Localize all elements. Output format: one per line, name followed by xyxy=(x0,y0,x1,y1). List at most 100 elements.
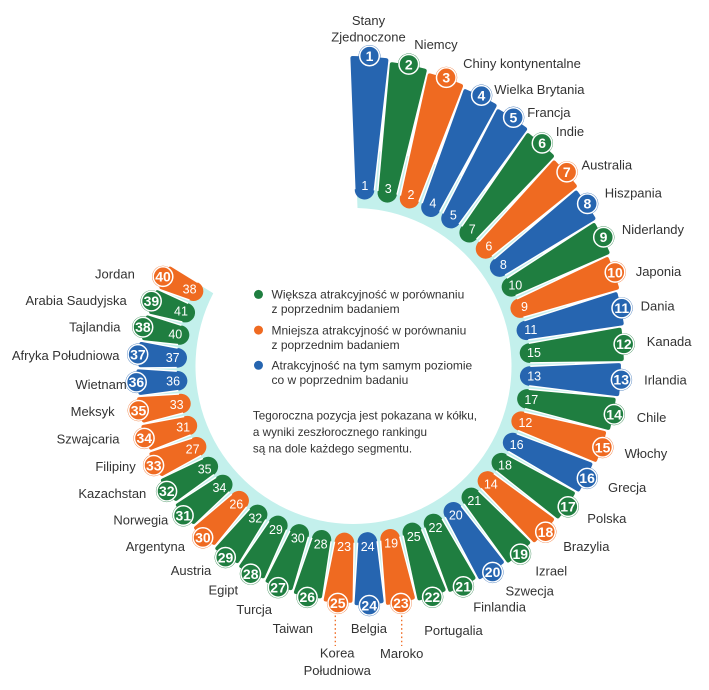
svg-text:Brazylia: Brazylia xyxy=(563,539,610,554)
svg-text:Niderlandy: Niderlandy xyxy=(622,222,685,237)
svg-text:36: 36 xyxy=(166,375,180,389)
svg-text:25: 25 xyxy=(407,530,421,544)
svg-text:z poprzednim badaniem: z poprzednim badaniem xyxy=(272,302,400,316)
svg-text:18: 18 xyxy=(498,458,512,472)
svg-text:Norwegia: Norwegia xyxy=(113,513,169,528)
svg-text:Południowa: Południowa xyxy=(304,663,372,678)
svg-text:8: 8 xyxy=(584,196,592,212)
svg-text:31: 31 xyxy=(176,508,192,524)
svg-text:Niemcy: Niemcy xyxy=(414,37,458,52)
svg-text:Argentyna: Argentyna xyxy=(126,539,186,554)
svg-text:Polska: Polska xyxy=(587,511,627,526)
svg-text:38: 38 xyxy=(135,319,151,335)
svg-text:26: 26 xyxy=(229,497,243,511)
svg-text:Dania: Dania xyxy=(641,299,676,314)
svg-text:Australia: Australia xyxy=(582,158,633,173)
svg-text:9: 9 xyxy=(600,229,608,245)
svg-text:Tajlandia: Tajlandia xyxy=(69,320,121,335)
svg-text:38: 38 xyxy=(183,283,197,297)
svg-text:Meksyk: Meksyk xyxy=(71,404,116,419)
svg-text:Maroko: Maroko xyxy=(380,646,423,661)
svg-text:10: 10 xyxy=(508,278,522,292)
svg-text:25: 25 xyxy=(330,595,346,611)
svg-text:16: 16 xyxy=(579,470,595,486)
svg-text:Filipiny: Filipiny xyxy=(95,459,136,474)
svg-text:37: 37 xyxy=(166,351,180,365)
svg-text:39: 39 xyxy=(144,293,160,309)
svg-text:Tegoroczna pozycja jest pokaza: Tegoroczna pozycja jest pokazana w kółku… xyxy=(253,409,477,422)
svg-text:5: 5 xyxy=(450,208,457,222)
svg-text:Hiszpania: Hiszpania xyxy=(605,186,663,201)
svg-text:27: 27 xyxy=(270,579,286,595)
svg-text:30: 30 xyxy=(291,532,305,546)
svg-text:16: 16 xyxy=(510,438,524,452)
svg-text:26: 26 xyxy=(300,589,316,605)
svg-text:28: 28 xyxy=(314,537,328,551)
svg-text:Francja: Francja xyxy=(527,105,571,120)
svg-text:21: 21 xyxy=(455,579,471,595)
svg-text:27: 27 xyxy=(186,442,200,456)
svg-text:35: 35 xyxy=(198,463,212,477)
svg-text:30: 30 xyxy=(195,530,211,546)
svg-text:2: 2 xyxy=(405,56,413,72)
svg-text:3: 3 xyxy=(385,182,392,196)
svg-text:Grecja: Grecja xyxy=(608,480,647,495)
svg-text:Stany: Stany xyxy=(352,13,386,28)
svg-text:4: 4 xyxy=(429,197,436,211)
svg-text:23: 23 xyxy=(337,540,351,554)
svg-text:20: 20 xyxy=(449,509,463,523)
svg-text:33: 33 xyxy=(146,457,162,473)
svg-text:34: 34 xyxy=(137,430,153,446)
svg-text:Izrael: Izrael xyxy=(535,563,567,578)
svg-text:13: 13 xyxy=(527,370,541,384)
svg-text:są na dole każdego segmentu.: są na dole każdego segmentu. xyxy=(253,443,412,456)
svg-text:Wietnam: Wietnam xyxy=(75,377,126,392)
svg-text:Kazachstan: Kazachstan xyxy=(78,486,146,501)
svg-text:21: 21 xyxy=(467,494,481,508)
svg-text:10: 10 xyxy=(607,264,623,280)
svg-text:co w poprzednim badaniu: co w poprzednim badaniu xyxy=(272,373,409,387)
svg-text:29: 29 xyxy=(269,523,283,537)
svg-text:22: 22 xyxy=(429,521,443,535)
svg-text:Zjednoczone: Zjednoczone xyxy=(331,30,405,45)
svg-text:29: 29 xyxy=(218,549,234,565)
svg-text:Mniejsza atrakcyjność w porówn: Mniejsza atrakcyjność w porównaniu xyxy=(272,323,467,337)
svg-text:z poprzednim badaniem: z poprzednim badaniem xyxy=(272,338,400,352)
svg-text:Belgia: Belgia xyxy=(351,621,388,636)
svg-text:12: 12 xyxy=(518,416,532,430)
svg-text:34: 34 xyxy=(212,481,226,495)
svg-text:Austria: Austria xyxy=(171,563,212,578)
svg-text:15: 15 xyxy=(595,439,611,455)
svg-text:41: 41 xyxy=(174,305,188,319)
svg-text:Japonia: Japonia xyxy=(636,264,682,279)
svg-text:8: 8 xyxy=(500,258,507,272)
svg-text:11: 11 xyxy=(614,300,629,316)
svg-text:17: 17 xyxy=(560,499,576,515)
svg-text:Jordan: Jordan xyxy=(95,267,135,282)
svg-text:Szwecja: Szwecja xyxy=(506,584,555,599)
svg-text:12: 12 xyxy=(616,336,632,352)
svg-text:Irlandia: Irlandia xyxy=(644,373,687,388)
svg-text:Afryka Południowa: Afryka Południowa xyxy=(12,348,120,363)
svg-text:Szwajcaria: Szwajcaria xyxy=(57,431,121,446)
svg-text:Większa atrakcyjność w porówna: Większa atrakcyjność w porównaniu xyxy=(272,288,465,302)
svg-text:1: 1 xyxy=(366,48,374,64)
svg-text:22: 22 xyxy=(425,589,441,605)
svg-text:32: 32 xyxy=(248,511,262,525)
svg-text:Finlandia: Finlandia xyxy=(473,600,527,615)
svg-text:19: 19 xyxy=(384,537,398,551)
svg-text:Portugalia: Portugalia xyxy=(424,623,483,638)
svg-text:Wielka Brytania: Wielka Brytania xyxy=(494,82,585,97)
svg-text:23: 23 xyxy=(393,595,409,611)
svg-text:31: 31 xyxy=(176,421,190,435)
svg-text:2: 2 xyxy=(408,188,415,202)
svg-text:Indie: Indie xyxy=(556,124,584,139)
svg-text:7: 7 xyxy=(563,164,571,180)
svg-text:6: 6 xyxy=(538,135,546,151)
svg-text:1: 1 xyxy=(361,179,368,193)
svg-text:24: 24 xyxy=(361,597,377,613)
svg-text:7: 7 xyxy=(469,223,476,237)
svg-text:32: 32 xyxy=(159,483,175,499)
svg-text:Chile: Chile xyxy=(637,410,667,425)
svg-text:Kanada: Kanada xyxy=(647,334,693,349)
